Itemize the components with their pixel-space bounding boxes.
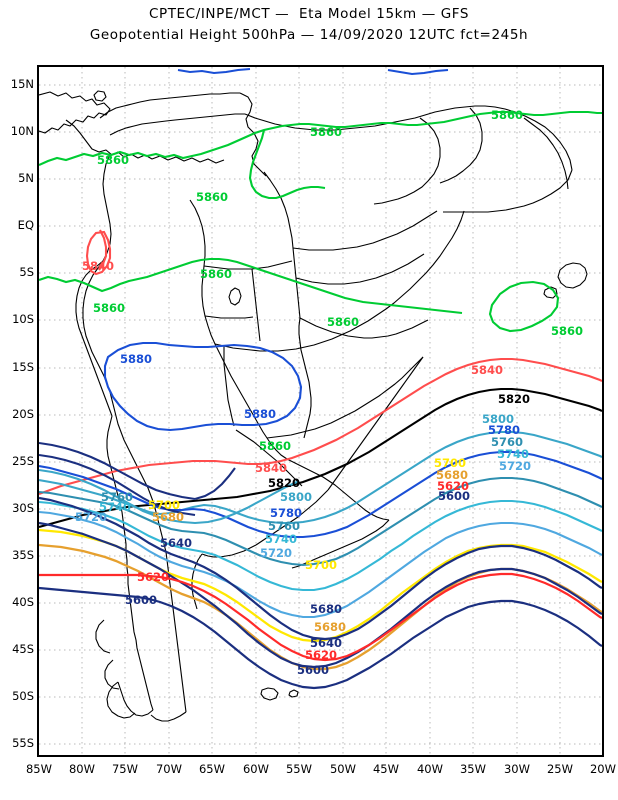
- contour-label-5760: 5760: [268, 519, 301, 533]
- contour-label-5860: 5860: [310, 125, 343, 139]
- contour-label-5700: 5700: [434, 456, 467, 470]
- contour-label-5820: 5820: [268, 476, 301, 490]
- contour-label-5620: 5620: [437, 479, 470, 493]
- contour-label-5860: 5860: [196, 190, 229, 204]
- contour-label-5700: 5700: [148, 498, 181, 512]
- contour-label-5840: 5840: [255, 461, 288, 475]
- contour-label-5840: 5840: [82, 259, 115, 273]
- ytick-label: 10N: [10, 124, 34, 138]
- ytick-label: EQ: [17, 218, 34, 232]
- contour-label-5700: 5700: [305, 558, 338, 572]
- ytick-label: 40S: [12, 595, 34, 609]
- ytick-label: 15S: [12, 360, 34, 374]
- contour-label-5880: 5880: [244, 407, 277, 421]
- ytick-label: 25S: [12, 454, 34, 468]
- contour-label-5800: 5800: [280, 490, 313, 504]
- contour-label-5680: 5680: [310, 602, 343, 616]
- xtick-label: 20W: [589, 762, 616, 776]
- contour-label-5860: 5860: [93, 301, 126, 315]
- contour-label-5740: 5740: [99, 500, 132, 514]
- contour-label-5600: 5600: [125, 593, 158, 607]
- contour-label-5600: 5600: [438, 489, 471, 503]
- xtick-label: 35W: [459, 762, 486, 776]
- contour-label-5780: 5780: [488, 423, 521, 437]
- xtick-label: 50W: [329, 762, 356, 776]
- ytick-label: 20S: [12, 407, 34, 421]
- chart-title-line-2: Geopotential Height 500hPa — 14/09/2020 …: [89, 27, 529, 43]
- contour-label-5640: 5640: [310, 636, 343, 650]
- xtick-label: 75W: [111, 762, 138, 776]
- chart-title-line-1: CPTEC/INPE/MCT — Eta Model 15km — GFS: [148, 6, 470, 22]
- contour-label-5860: 5860: [551, 324, 584, 338]
- contour-label-5860: 5860: [491, 108, 524, 122]
- ytick-label: 5N: [18, 171, 34, 185]
- xtick-label: 85W: [25, 762, 52, 776]
- contour-label-5820: 5820: [498, 392, 531, 406]
- contour-label-5620: 5620: [305, 648, 338, 662]
- contour-label-5860: 5860: [200, 267, 233, 281]
- contour-label-5840: 5840: [471, 363, 504, 377]
- xtick-label: 65W: [198, 762, 225, 776]
- xtick-label: 40W: [416, 762, 443, 776]
- contour-label-5760: 5760: [491, 435, 524, 449]
- ytick-label: 50S: [12, 689, 34, 703]
- contour-label-5720: 5720: [499, 459, 532, 473]
- ytick-label: 10S: [12, 312, 34, 326]
- ytick-label: 15N: [10, 77, 34, 91]
- xtick-label: 60W: [242, 762, 269, 776]
- contour-label-5740: 5740: [265, 532, 298, 546]
- xtick-label: 80W: [68, 762, 95, 776]
- contour-label-5620: 5620: [137, 570, 170, 584]
- contour-label-5780: 5780: [270, 506, 303, 520]
- xtick-label: 55W: [285, 762, 312, 776]
- contour-label-5680: 5680: [152, 510, 185, 524]
- contour-label-5860: 5860: [327, 315, 360, 329]
- contour-label-5720: 5720: [75, 510, 108, 524]
- contour-label-5880: 5880: [120, 352, 153, 366]
- contour-label-5720: 5720: [260, 546, 293, 560]
- ytick-label: 55S: [12, 736, 34, 750]
- ytick-label: 5S: [19, 265, 34, 279]
- xtick-label: 30W: [503, 762, 530, 776]
- xtick-label: 70W: [155, 762, 182, 776]
- contour-label-5760: 5760: [101, 490, 134, 504]
- contour-label-5680: 5680: [314, 620, 347, 634]
- contour-label-5860: 5860: [259, 439, 292, 453]
- contour-label-5680: 5680: [436, 468, 469, 482]
- ytick-label: 30S: [12, 501, 34, 515]
- xtick-label: 45W: [372, 762, 399, 776]
- contour-label-5640: 5640: [160, 536, 193, 550]
- chart-title-block: CPTEC/INPE/MCT — Eta Model 15km — GFS Ge…: [0, 4, 618, 46]
- contour-label-5800: 5800: [482, 412, 515, 426]
- ytick-label: 35S: [12, 548, 34, 562]
- ytick-label: 45S: [12, 642, 34, 656]
- xtick-label: 25W: [546, 762, 573, 776]
- contour-label-5860: 5860: [97, 153, 130, 167]
- contour-label-5600: 5600: [297, 663, 330, 677]
- contour-label-5740: 5740: [497, 447, 530, 461]
